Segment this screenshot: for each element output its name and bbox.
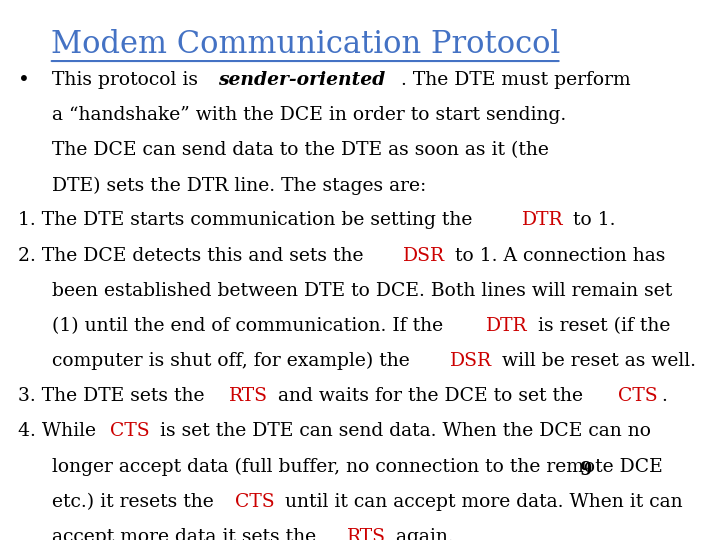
Text: DSR: DSR — [402, 247, 445, 265]
Text: DTR: DTR — [522, 212, 564, 230]
Text: •: • — [18, 71, 30, 90]
Text: and waits for the DCE to set the: and waits for the DCE to set the — [271, 387, 588, 405]
Text: 3. The DTE sets the: 3. The DTE sets the — [18, 387, 211, 405]
Text: The DCE can send data to the DTE as soon as it (the: The DCE can send data to the DTE as soon… — [52, 141, 549, 159]
Text: . The DTE must perform: . The DTE must perform — [401, 71, 631, 89]
Text: DTR: DTR — [486, 317, 528, 335]
Text: is reset (if the: is reset (if the — [532, 317, 670, 335]
Text: until it can accept more data. When it can: until it can accept more data. When it c… — [279, 492, 683, 511]
Text: CTS: CTS — [235, 492, 275, 511]
Text: 9: 9 — [580, 461, 592, 478]
Text: longer accept data (full buffer, no connection to the remote DCE: longer accept data (full buffer, no conn… — [52, 457, 662, 476]
Text: (1) until the end of communication. If the: (1) until the end of communication. If t… — [52, 317, 449, 335]
Text: accept more data it sets the: accept more data it sets the — [52, 528, 322, 540]
Text: been established between DTE to DCE. Both lines will remain set: been established between DTE to DCE. Bot… — [52, 282, 672, 300]
Text: to 1.: to 1. — [567, 212, 616, 230]
Text: again.: again. — [390, 528, 454, 540]
Text: .: . — [662, 387, 667, 405]
Text: is set the DTE can send data. When the DCE can no: is set the DTE can send data. When the D… — [153, 422, 651, 441]
Text: DTE) sets the DTR line. The stages are:: DTE) sets the DTR line. The stages are: — [52, 176, 426, 194]
Text: sender-oriented: sender-oriented — [218, 71, 385, 89]
Text: will be reset as well.: will be reset as well. — [496, 352, 696, 370]
Text: 2. The DCE detects this and sets the: 2. The DCE detects this and sets the — [18, 247, 370, 265]
Text: computer is shut off, for example) the: computer is shut off, for example) the — [52, 352, 415, 370]
Text: 4. While: 4. While — [18, 422, 102, 441]
Text: DSR: DSR — [450, 352, 492, 370]
Text: CTS: CTS — [618, 387, 658, 405]
Text: RTS: RTS — [347, 528, 387, 540]
Text: Modem Communication Protocol: Modem Communication Protocol — [50, 29, 559, 60]
Text: CTS: CTS — [110, 422, 150, 441]
Text: to 1. A connection has: to 1. A connection has — [449, 247, 665, 265]
Text: 1. The DTE starts communication be setting the: 1. The DTE starts communication be setti… — [18, 212, 479, 230]
Text: RTS: RTS — [229, 387, 268, 405]
Text: a “handshake” with the DCE in order to start sending.: a “handshake” with the DCE in order to s… — [52, 106, 566, 124]
Text: etc.) it resets the: etc.) it resets the — [52, 492, 220, 511]
Text: This protocol is: This protocol is — [52, 71, 204, 89]
